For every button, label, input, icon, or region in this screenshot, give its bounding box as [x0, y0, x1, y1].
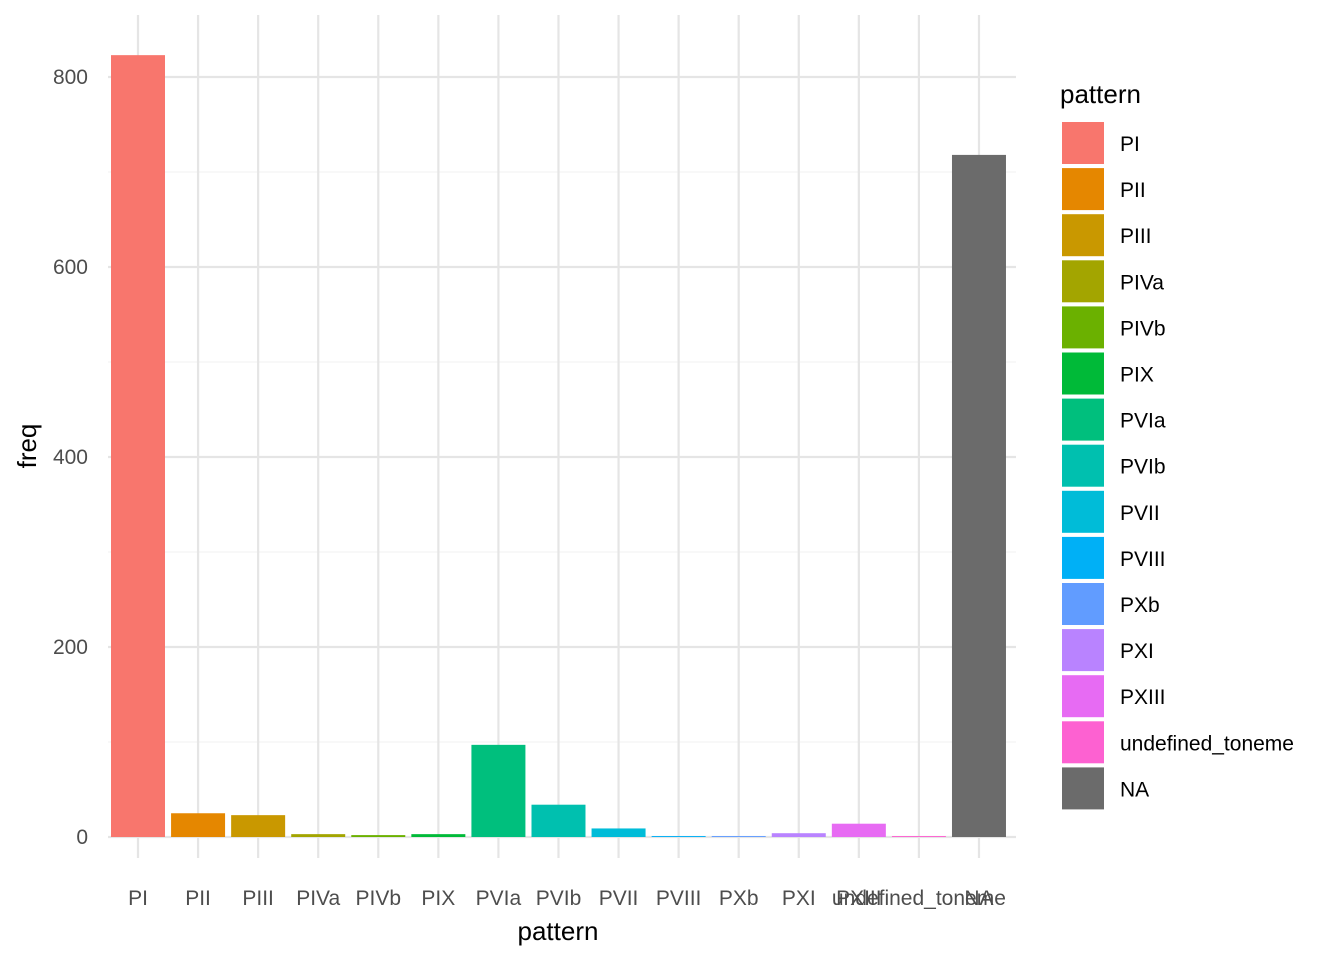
legend-items: PI PII PIII PIVa PIVb PIX PVIa PVIb PVII PVIII PXb…	[1062, 122, 1294, 810]
x-tick-label: PXb	[719, 887, 759, 910]
legend-key-PIII	[1062, 214, 1104, 257]
legend-label-PIVa: PIVa	[1120, 271, 1164, 294]
x-tick-label: PXI	[782, 887, 816, 910]
legend-key-PII	[1062, 168, 1104, 211]
bar-NA	[951, 154, 1006, 837]
legend-label-PXI: PXI	[1120, 640, 1154, 663]
legend-label-PII: PII	[1120, 179, 1146, 202]
legend-label-PI: PI	[1120, 133, 1140, 156]
legend-label-NA: NA	[1120, 778, 1149, 801]
x-tick-label: PVIa	[476, 887, 522, 910]
x-tick-label: PXIII	[836, 887, 882, 910]
x-tick-label: PIX	[421, 887, 455, 910]
grid-lines	[108, 15, 1016, 858]
legend-key-PVIII	[1062, 536, 1104, 579]
legend-key-PVIa	[1062, 398, 1104, 441]
y-tick-label: 800	[53, 66, 88, 89]
legend-key-PIX	[1062, 352, 1104, 395]
legend-key-PXI	[1062, 629, 1104, 672]
legend-key-NA	[1062, 767, 1104, 810]
y-tick-label: 0	[76, 826, 88, 849]
legend-key-PI	[1062, 122, 1104, 164]
legend-key-undefined_toneme	[1062, 721, 1104, 764]
bar-PIVa	[291, 834, 346, 837]
legend-label-undefined_toneme: undefined_toneme	[1120, 732, 1294, 755]
legend-key-PXIII	[1062, 675, 1104, 718]
y-axis-ticks: 0 200 400 600 800	[53, 66, 88, 849]
bar-PVII	[591, 828, 646, 837]
legend-label-PVIa: PVIa	[1120, 410, 1166, 433]
y-tick-label: 200	[53, 636, 88, 659]
x-tick-label: PIII	[242, 887, 274, 910]
x-tick-label: undefined_toneme	[832, 887, 1006, 910]
y-tick-label: 400	[53, 446, 88, 469]
x-tick-label: PVIb	[536, 887, 582, 910]
legend-label-PIX: PIX	[1120, 364, 1154, 387]
y-tick-label: 600	[53, 256, 88, 279]
legend-title: pattern	[1060, 79, 1141, 109]
legend-key-PVII	[1062, 490, 1104, 533]
legend-label-PIVb: PIVb	[1120, 317, 1166, 340]
legend: pattern PI PII PIII PIVa PIVb PIX PVIa PVIb PVII…	[1060, 79, 1294, 810]
x-tick-label: PIVb	[356, 887, 402, 910]
legend-label-PIII: PIII	[1120, 225, 1152, 248]
bar-PIVb	[351, 835, 406, 837]
x-axis-ticks: PI PII PIII PIVa PIVb PIX PVIa PVIb PVII PVIII PXb…	[128, 887, 1006, 910]
legend-label-PXb: PXb	[1120, 594, 1160, 617]
bar-undefined_toneme	[891, 836, 946, 837]
bar-PII	[171, 813, 226, 837]
x-tick-label: PVIII	[656, 887, 702, 910]
bars	[111, 55, 1006, 837]
legend-label-PXIII: PXIII	[1120, 686, 1166, 709]
legend-label-PVIb: PVIb	[1120, 456, 1166, 479]
legend-key-PVIb	[1062, 444, 1104, 487]
legend-key-PXb	[1062, 583, 1104, 625]
bar-PVIb	[531, 804, 586, 837]
x-axis-title: pattern	[518, 916, 599, 946]
bar-PXb	[711, 836, 766, 837]
x-tick-label: PVII	[599, 887, 639, 910]
x-tick-label: PIVa	[296, 887, 340, 910]
bar-PXI	[771, 833, 826, 837]
legend-key-PIVa	[1062, 260, 1104, 303]
legend-label-PVII: PVII	[1120, 502, 1160, 525]
x-tick-label: NA	[964, 887, 993, 910]
bar-PVIa	[471, 744, 526, 837]
bar-PIX	[411, 834, 466, 837]
bar-PI	[111, 55, 165, 837]
bar-PXIII	[831, 823, 886, 837]
legend-key-PIVb	[1062, 306, 1104, 349]
bar-PVIII	[651, 836, 706, 837]
bar-PIII	[231, 815, 286, 837]
x-tick-label: PI	[128, 887, 148, 910]
legend-label-PVIII: PVIII	[1120, 548, 1166, 571]
y-axis-title: freq	[12, 424, 42, 469]
x-tick-label: PII	[185, 887, 211, 910]
